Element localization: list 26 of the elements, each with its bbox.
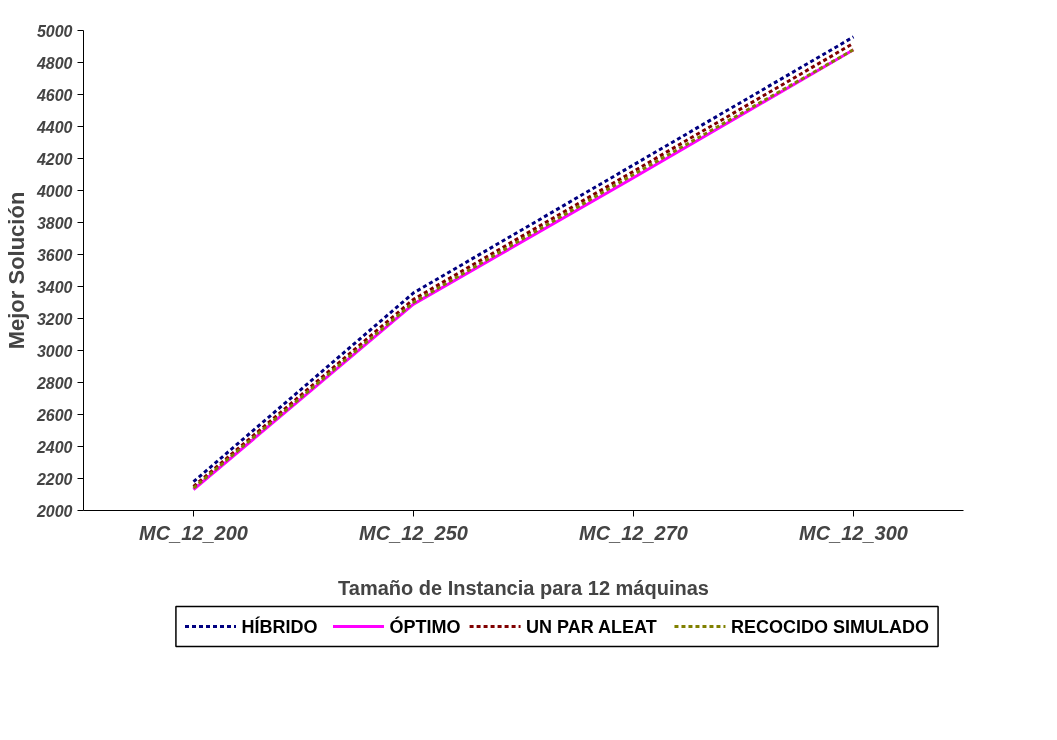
y-tick-label: 4400 — [35, 118, 73, 136]
y-tick-label: 2200 — [35, 470, 73, 488]
x-tick-label: MC_12_200 — [139, 521, 248, 544]
y-tick-label: 4600 — [35, 86, 73, 104]
y-axis-title: Mejor Solución — [3, 191, 29, 350]
legend-label: ÓPTIMO — [389, 615, 461, 637]
legend-label: UN PAR ALEAT — [526, 616, 657, 637]
y-tick-label: 3200 — [36, 310, 73, 328]
y-tick-label: 3000 — [36, 342, 73, 360]
x-tick-label: MC_12_300 — [799, 521, 908, 544]
y-tick-label: 3600 — [36, 246, 73, 264]
x-axis-title: Tamaño de Instancia para 12 máquinas — [338, 576, 709, 599]
x-tick-label: MC_12_270 — [579, 521, 688, 544]
y-tick-label: 2600 — [35, 406, 73, 424]
y-tick-label: 4800 — [35, 54, 73, 72]
y-tick-label: 4000 — [35, 182, 73, 200]
y-tick-label: 3400 — [36, 278, 73, 296]
y-tick-label: 5000 — [36, 22, 73, 40]
y-tick-label: 4200 — [35, 150, 73, 168]
y-tick-label: 3800 — [36, 214, 73, 232]
legend-label: HÍBRIDO — [241, 615, 318, 637]
x-tick-label: MC_12_250 — [359, 521, 468, 544]
y-tick-label: 2800 — [35, 374, 73, 392]
legend-label: RECOCIDO SIMULADO — [730, 616, 929, 637]
y-tick-label: 2400 — [35, 438, 73, 456]
y-tick-label: 2000 — [35, 502, 73, 520]
